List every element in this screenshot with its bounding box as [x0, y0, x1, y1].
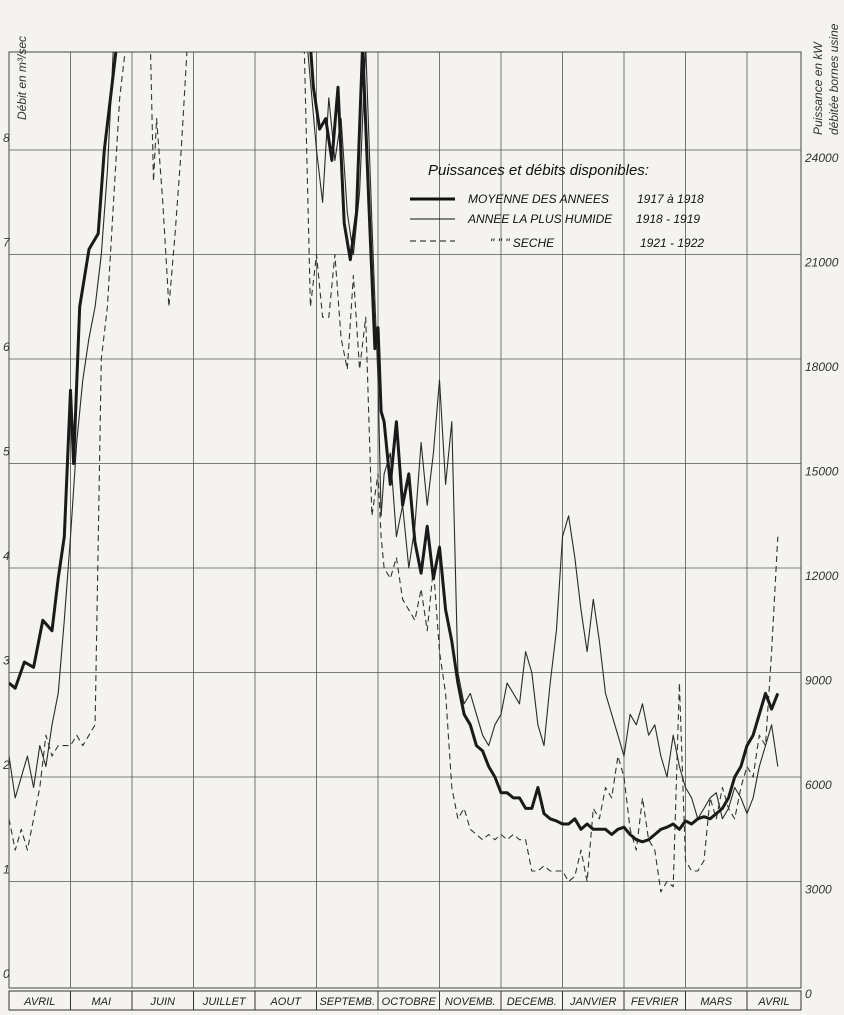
right-tick-label: 9000 — [805, 674, 832, 688]
right-tick-label: 12000 — [805, 569, 839, 583]
month-label: OCTOBRE — [382, 996, 437, 1008]
month-bar-frame — [8, 990, 802, 1011]
month-label: DECEMB. — [507, 996, 557, 1008]
month-label: FEVRIER — [631, 996, 679, 1008]
left-tick-label: 4 — [3, 549, 10, 563]
right-tick-label: 6000 — [805, 778, 832, 792]
legend-years-2: 1921 - 1922 — [640, 236, 704, 250]
right-tick-label: 24000 — [804, 151, 839, 165]
month-label: NOVEMB. — [445, 996, 496, 1008]
right-axis-ticks: 0 3000 6000 9000 12000 15000 18000 21000 24000 — [804, 151, 839, 1001]
series-line-dashed — [9, 52, 779, 893]
legend-title: Puissances et débits disponibles: — [428, 162, 649, 179]
left-tick-label: 3 — [3, 654, 10, 668]
month-label: AVRIL — [757, 996, 789, 1008]
month-label: MAI — [91, 996, 111, 1008]
left-tick-label: 2 — [2, 758, 10, 772]
right-tick-label: 3000 — [805, 883, 832, 897]
month-label: AVRIL — [23, 996, 55, 1008]
month-label: JUILLET — [202, 996, 247, 1008]
month-label: JANVIER — [569, 996, 617, 1008]
legend-years-0: 1917 à 1918 — [637, 192, 704, 206]
month-label: SEPTEMB. — [319, 996, 375, 1008]
legend-label-0: MOYENNE DES ANNEES — [468, 192, 609, 206]
left-axis-title: Débit en m³/sec — [15, 36, 29, 120]
grid — [8, 51, 802, 989]
right-tick-label: 18000 — [805, 360, 839, 374]
legend-years-1: 1918 - 1919 — [636, 212, 700, 226]
left-tick-label: 0 — [3, 967, 10, 981]
right-tick-label: 0 — [805, 987, 812, 1001]
left-axis-ticks: 0 1 2 3 4 5 6 7 8 — [2, 131, 11, 981]
month-label: JUIN — [150, 996, 176, 1008]
month-label: MARS — [700, 996, 732, 1008]
right-tick-label: 15000 — [805, 465, 839, 479]
left-tick-label: 8 — [3, 131, 10, 145]
left-tick-label: 7 — [3, 236, 11, 250]
right-axis-title-1: Puissance en kW — [811, 41, 825, 135]
legend: Puissances et débits disponibles: MOYENN… — [410, 162, 704, 250]
series-line-thin — [9, 52, 779, 820]
month-label: AOUT — [269, 996, 302, 1008]
legend-label-2: " " " SECHE — [490, 236, 555, 250]
left-tick-label: 6 — [3, 340, 10, 354]
left-tick-label: 5 — [3, 445, 10, 459]
legend-label-1: ANNEE LA PLUS HUMIDE — [467, 212, 613, 226]
series-line-thick — [9, 52, 780, 844]
series-layer — [9, 52, 780, 893]
month-bar: AVRIL MAI JUIN JUILLET AOUT SEPTEMB. OCTOBRE NO… — [8, 990, 802, 1011]
plot-frame — [8, 51, 802, 989]
right-axis-title-2: débitée bornes usine — [827, 23, 841, 135]
right-tick-label: 21000 — [804, 256, 839, 270]
left-tick-label: 1 — [3, 863, 10, 877]
